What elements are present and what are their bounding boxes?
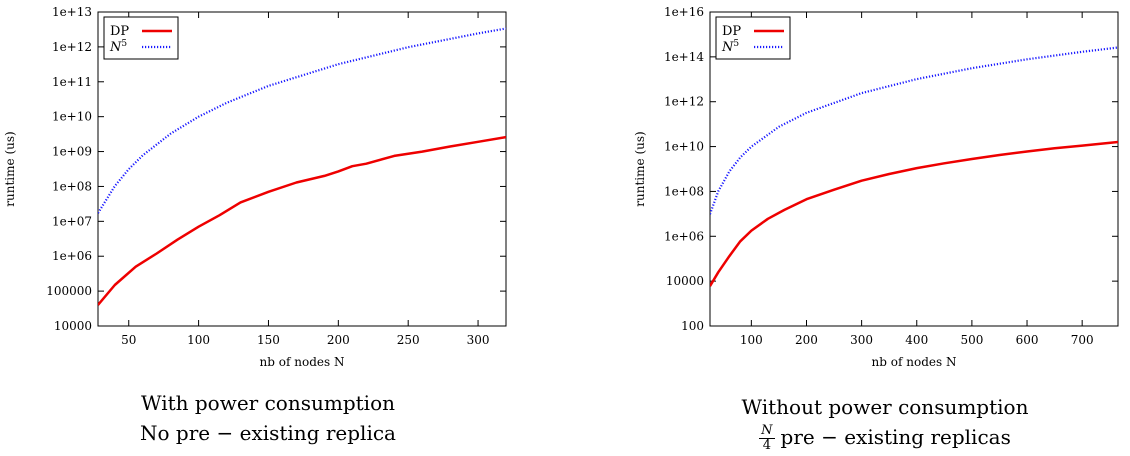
left-caption-line-2: No pre − existing replica: [140, 421, 396, 445]
y-tick-label: 1e+09: [52, 145, 92, 159]
plot-frame: [709, 11, 1119, 327]
x-axis-label: nb of nodes N: [260, 355, 345, 369]
y-tick-label: 1e+14: [664, 50, 704, 64]
right-caption-line-1: Without power consumption: [741, 395, 1029, 419]
right-caption: Without power consumption N 4 pre − existi…: [725, 392, 1045, 453]
y-tick-label: 1e+12: [664, 95, 704, 109]
legend-box: [103, 16, 179, 60]
y-tick-label: 1e+12: [52, 40, 92, 54]
plot-frame: [97, 11, 507, 327]
legend-label: DP: [722, 24, 741, 39]
right-caption-line-2: N 4 pre − existing replicas: [725, 422, 1045, 453]
y-tick-label: 1e+08: [52, 179, 92, 193]
x-tick-label: 300: [467, 333, 490, 347]
left-chart: 10000 100000 1e+06 1e+07 1e+08 1e+09 1e+10 1e+1…: [3, 5, 507, 369]
x-tick-label: 150: [257, 333, 280, 347]
y-tick-label: 1e+06: [664, 229, 704, 243]
series-line-n5: [98, 27, 506, 214]
x-tick-label: 200: [795, 333, 818, 347]
y-tick-label: 1e+06: [52, 249, 92, 263]
x-tick-label: 300: [850, 333, 873, 347]
y-axis-label: runtime (us): [3, 131, 17, 206]
y-tick-label: 100000: [46, 284, 92, 298]
x-tick-label: 100: [740, 333, 763, 347]
x-tick-label: 50: [121, 333, 136, 347]
x-tick-label: 700: [1071, 333, 1094, 347]
left-caption-line-1: With power consumption: [141, 391, 395, 415]
legend-label: DP: [110, 24, 129, 39]
x-tick-label: 500: [960, 333, 983, 347]
y-tick-label: 1e+08: [664, 184, 704, 198]
legend-label: N5: [721, 39, 739, 55]
y-tick-label: 1e+10: [52, 110, 92, 124]
y-tick-label: 10000: [666, 274, 704, 288]
right-caption-line-2-text: pre − existing replicas: [780, 425, 1011, 449]
y-tick-label: 1e+11: [52, 75, 92, 89]
fraction-denominator: 4: [762, 438, 771, 453]
x-tick-label: 200: [327, 333, 350, 347]
y-tick-label: 1e+10: [664, 140, 704, 154]
y-tick-label: 1e+07: [52, 214, 92, 228]
x-tick-label: 250: [397, 333, 420, 347]
y-axis-label: runtime (us): [633, 131, 647, 206]
y-tick-label: 1e+16: [664, 5, 704, 19]
x-tick-label: 400: [905, 333, 928, 347]
x-tick-label: 600: [1016, 333, 1039, 347]
series-line-n5: [710, 46, 1118, 215]
legend-box: [715, 16, 791, 60]
y-tick-label: 10000: [54, 319, 92, 333]
right-chart: 100 10000 1e+06 1e+08 1e+10 1e+12 1e+14 1e+16 10…: [633, 5, 1119, 369]
x-axis-label: nb of nodes N: [872, 355, 957, 369]
legend-label: N5: [109, 39, 127, 55]
left-caption: With power consumption No pre − existing…: [118, 388, 418, 448]
y-tick-label: 1e+13: [52, 5, 92, 19]
series-line-dp: [98, 135, 506, 306]
series-line-dp: [710, 140, 1118, 287]
y-tick-label: 100: [681, 319, 704, 333]
fraction-numerator: N: [759, 423, 775, 439]
x-tick-label: 100: [187, 333, 210, 347]
